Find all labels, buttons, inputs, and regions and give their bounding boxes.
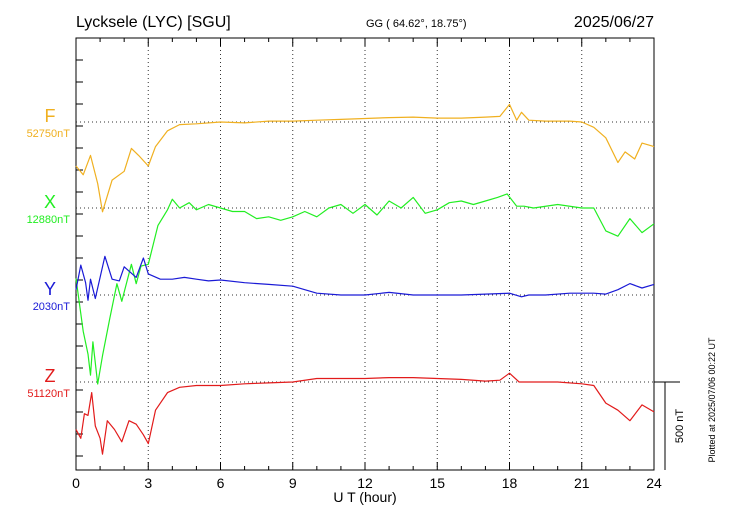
x-tick-label: 6 (217, 475, 225, 491)
x-tick-label: 3 (144, 475, 152, 491)
series-line-z (75, 372, 655, 455)
station-coordinates: GG ( 64.62°, 18.75°) (366, 18, 467, 30)
x-tick-label: 12 (357, 475, 373, 491)
series-labels: F 52750nT X 12880nT Y 2030nT Z 51120nT (27, 106, 71, 400)
series-baseline-label-f: 52750nT (27, 128, 71, 140)
series-baseline-label-z: 51120nT (27, 388, 70, 400)
series-name-y: Y (44, 279, 56, 299)
x-tick-label: 9 (289, 475, 297, 491)
x-tick-label: 15 (429, 475, 445, 491)
series-name-f: F (45, 106, 56, 126)
scale-bar: 500 nT (654, 381, 686, 470)
series-name-x: X (44, 192, 56, 212)
series-name-z: Z (45, 366, 56, 386)
scale-bar-label: 500 nT (674, 409, 686, 444)
x-tick-label: 24 (646, 475, 662, 491)
station-title: Lycksele (LYC) [SGU] (76, 14, 231, 31)
grid-lines (147, 38, 583, 470)
series-lines (75, 103, 655, 455)
x-tick-label: 21 (574, 475, 590, 491)
series-line-y (75, 255, 655, 301)
tick-marks (75, 38, 655, 470)
series-baseline-label-y: 2030nT (33, 301, 71, 313)
x-tick-label: 18 (502, 475, 518, 491)
x-axis-title: U T (hour) (333, 489, 396, 505)
x-tick-label: 0 (72, 475, 80, 491)
series-line-x (75, 193, 655, 385)
series-line-f (75, 103, 655, 213)
chart-date: 2025/06/27 (574, 14, 654, 31)
plotted-timestamp: Plotted at 2025/07/06 00:22 UT (707, 337, 717, 463)
series-baseline-label-x: 12880nT (27, 214, 71, 226)
x-tick-labels: 0 3 6 9 12 15 18 21 24 (72, 475, 662, 491)
